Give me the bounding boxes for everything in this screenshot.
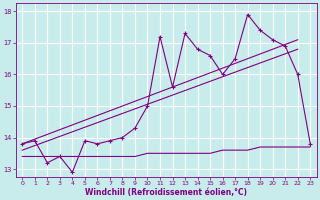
X-axis label: Windchill (Refroidissement éolien,°C): Windchill (Refroidissement éolien,°C): [85, 188, 247, 197]
